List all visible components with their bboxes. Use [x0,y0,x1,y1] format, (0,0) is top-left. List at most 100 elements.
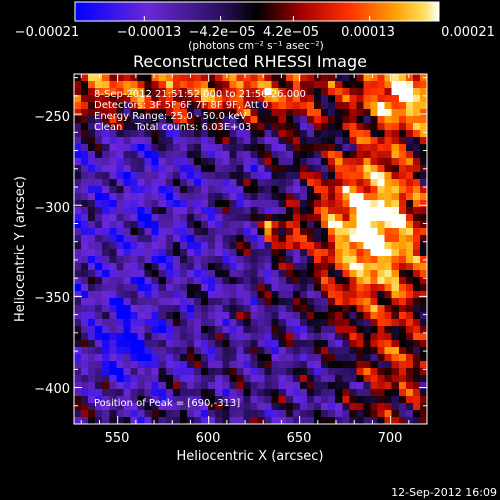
heatmap-cell [257,130,266,138]
heatmap-cell [130,326,138,334]
heatmap-cell [208,144,216,152]
heatmap-cell [236,396,244,404]
heatmap-cell [335,375,343,383]
heatmap-cell [208,270,216,278]
heatmap-cell [243,179,251,187]
heatmap-cell [356,270,364,278]
heatmap-cell [194,158,202,166]
heatmap-cell [236,144,244,152]
heatmap-cell [137,319,145,327]
heatmap-cell [116,95,124,103]
heatmap-cell [179,102,188,110]
heatmap-cell [165,228,174,236]
heatmap-cell [81,88,89,96]
heatmap-cell [179,312,188,320]
heatmap-cell [194,242,202,250]
heatmap-cell [278,109,287,117]
heatmap-cell [172,410,181,418]
heatmap-cell [328,74,336,82]
heatmap-cell [144,151,153,159]
heatmap-cell [172,172,181,180]
heatmap-cell [109,263,117,271]
heatmap-cell [306,123,315,131]
heatmap-cell [74,396,82,404]
heatmap-cell [412,228,421,236]
heatmap-cell [95,81,103,89]
heatmap-cell [102,228,110,236]
heatmap-cell [314,137,322,145]
heatmap-cell [116,165,124,173]
heatmap-cell [222,221,230,229]
heatmap-cell [229,305,237,313]
heatmap-cell [144,81,153,89]
heatmap-cell [165,214,174,222]
heatmap-cell [137,340,145,348]
heatmap-cell [292,298,301,306]
heatmap-cell [271,256,280,264]
y-tick-label-400: −400 [34,382,70,397]
heatmap-cell [328,172,336,180]
heatmap-cell [179,382,188,390]
heatmap-cell [356,326,364,334]
heatmap-cell [264,249,273,257]
heatmap-cell [130,256,138,264]
heatmap-cell [102,417,110,424]
heatmap-cell [328,144,336,152]
heatmap-cell [391,179,400,187]
heatmap-cell [102,298,110,306]
heatmap-cell [299,256,308,264]
heatmap-cell [243,347,251,355]
heatmap-cell [285,102,294,110]
heatmap-cell [363,214,371,222]
y-tick-label-350: −350 [34,291,70,306]
heatmap-cell [384,333,393,341]
heatmap-cell [109,193,117,201]
heatmap-cell [292,263,301,271]
heatmap-cell [335,102,343,110]
heatmap-cell [95,123,103,131]
heatmap-cell [328,193,336,201]
heatmap-cell [109,403,117,411]
heatmap-cell [165,256,174,264]
annotation-detectors: Detectors: 3F 5F 6F 7F 8F 9F, Att 0 [94,100,268,111]
heatmap-cell [419,382,427,390]
heatmap-cell [391,277,400,285]
heatmap-cell [250,403,258,411]
heatmap-cell [215,270,223,278]
heatmap-cell [229,396,237,404]
heatmap-cell [95,326,103,334]
heatmap-cell [243,235,251,243]
heatmap-cell [208,88,216,96]
heatmap-cell [377,403,386,411]
heatmap-cell [165,382,174,390]
heatmap-cell [398,382,407,390]
heatmap-cell [328,116,336,124]
heatmap-cell [123,200,131,208]
heatmap-cell [144,256,153,264]
heatmap-cell [137,361,145,369]
heatmap-cell [201,270,209,278]
heatmap-cell [314,361,322,369]
heatmap-cell [130,417,138,424]
heatmap-cell [243,95,251,103]
heatmap-cell [137,235,145,243]
heatmap-cell [321,375,329,383]
heatmap-cell [257,382,266,390]
heatmap-cell [158,137,167,145]
heatmap-cell [74,109,82,117]
heatmap-cell [208,193,216,201]
heatmap-cell [377,151,386,159]
heatmap-cell [81,361,89,369]
heatmap-cell [130,200,138,208]
heatmap-cell [321,158,329,166]
heatmap-cell [229,333,237,341]
heatmap-cell [81,109,89,117]
heatmap-cell [222,123,230,131]
heatmap-cell [292,172,301,180]
heatmap-cell [186,375,195,383]
heatmap-cell [236,410,244,418]
heatmap-cell [222,340,230,348]
heatmap-cell [370,354,378,362]
heatmap-cell [299,291,308,299]
heatmap-cell [299,88,308,96]
